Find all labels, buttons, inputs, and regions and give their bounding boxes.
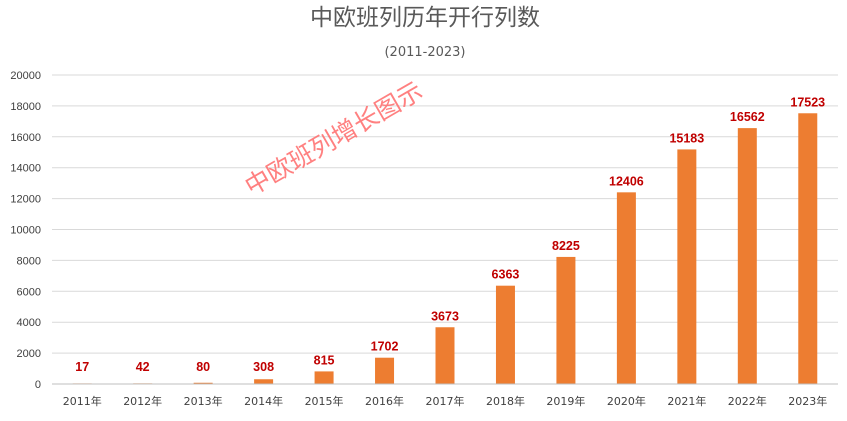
bar-2016年 <box>375 357 395 384</box>
data-label: 308 <box>253 360 274 374</box>
data-label: 8225 <box>552 239 580 253</box>
data-label: 15183 <box>669 131 704 145</box>
y-tick-label: 4000 <box>17 317 41 329</box>
x-tick-label: 2022年 <box>728 394 767 408</box>
x-tick-label: 2012年 <box>123 394 162 408</box>
y-tick-label: 8000 <box>17 255 41 267</box>
y-tick-label: 6000 <box>17 286 41 298</box>
data-label: 1702 <box>371 340 399 354</box>
x-tick-label: 2020年 <box>607 394 646 408</box>
data-label: 815 <box>314 353 335 367</box>
x-tick-label: 2018年 <box>486 394 525 408</box>
chart-title: 中欧班列历年开行列数 <box>310 5 540 31</box>
watermark-annotation: 中欧班列增长图示 <box>240 76 428 201</box>
bar-2014年 <box>254 379 274 384</box>
x-tick-label: 2016年 <box>365 394 404 408</box>
x-tick-label: 2013年 <box>184 394 223 408</box>
bar-2015年 <box>314 371 334 384</box>
data-label: 3673 <box>431 309 459 323</box>
gridlines <box>52 74 838 354</box>
y-tick-label: 10000 <box>10 225 41 237</box>
y-tick-label: 14000 <box>10 163 41 175</box>
data-label: 42 <box>136 360 150 374</box>
x-axis-ticks: 2011年 2012年 2013年 2014年 2015年 2016年 2017年 2018年… <box>63 394 828 408</box>
data-label: 6363 <box>492 268 520 282</box>
bar-2020年 <box>616 192 636 384</box>
y-tick-label: 0 <box>35 379 41 391</box>
x-tick-label: 2021年 <box>667 394 706 408</box>
data-label: 17 <box>75 360 89 374</box>
bars <box>72 113 818 384</box>
x-tick-label: 2015年 <box>305 394 344 408</box>
y-tick-label: 16000 <box>10 132 41 144</box>
chart-subtitle: (2011-2023) <box>384 45 465 60</box>
bar-2023年 <box>798 113 818 384</box>
y-tick-label: 18000 <box>10 101 41 113</box>
bar-2017年 <box>435 327 455 384</box>
x-tick-label: 2014年 <box>244 394 283 408</box>
data-label: 17523 <box>790 95 825 109</box>
bar-2019年 <box>556 256 576 384</box>
y-tick-label: 12000 <box>10 194 41 206</box>
data-label: 12406 <box>609 174 644 188</box>
bar-2018年 <box>495 285 515 384</box>
data-label: 16562 <box>730 110 765 124</box>
y-tick-label: 2000 <box>17 348 41 360</box>
x-tick-label: 2011年 <box>63 394 102 408</box>
x-tick-label: 2017年 <box>426 394 465 408</box>
y-axis-ticks: 0 2000 4000 6000 8000 10000 12000 14000 16000 180… <box>10 70 41 391</box>
bar-2021年 <box>677 149 697 384</box>
bar-2013年 <box>193 382 213 384</box>
bar-2022年 <box>737 128 757 384</box>
y-tick-label: 20000 <box>10 70 41 82</box>
data-label: 80 <box>196 360 210 374</box>
x-tick-label: 2023年 <box>788 394 827 408</box>
x-tick-label: 2019年 <box>546 394 585 408</box>
data-labels: 17 42 80 308 815 1702 3673 6363 8225 12406 15183 16… <box>75 95 825 374</box>
